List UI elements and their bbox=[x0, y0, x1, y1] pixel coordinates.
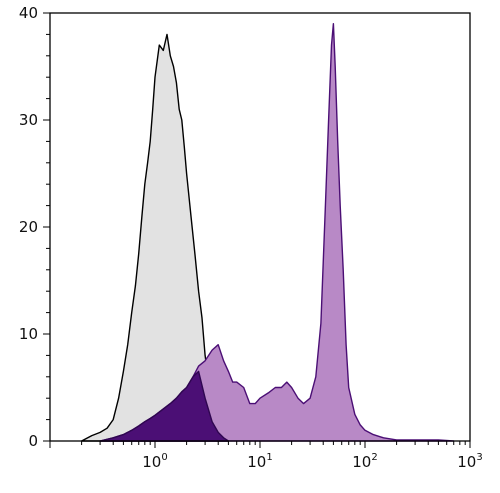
histogram-series-1 bbox=[80, 33, 230, 442]
plot-frame bbox=[49, 12, 471, 442]
y-tick-label: 0 bbox=[28, 432, 38, 450]
histogram-plot-layer bbox=[80, 23, 455, 442]
axis-layer: 0 10 20 30 40 100 101 102 103 bbox=[19, 4, 483, 471]
x-tick-label: 101 bbox=[247, 452, 272, 471]
y-tick-label: 10 bbox=[19, 325, 38, 343]
x-tick-label: 102 bbox=[352, 452, 377, 471]
y-tick-label: 30 bbox=[19, 111, 38, 129]
x-tick-label: 103 bbox=[457, 452, 482, 471]
x-tick-label: 100 bbox=[142, 452, 167, 471]
histogram-series-3 bbox=[99, 370, 230, 442]
y-tick-label: 20 bbox=[19, 218, 38, 236]
y-tick-label: 40 bbox=[19, 4, 38, 22]
